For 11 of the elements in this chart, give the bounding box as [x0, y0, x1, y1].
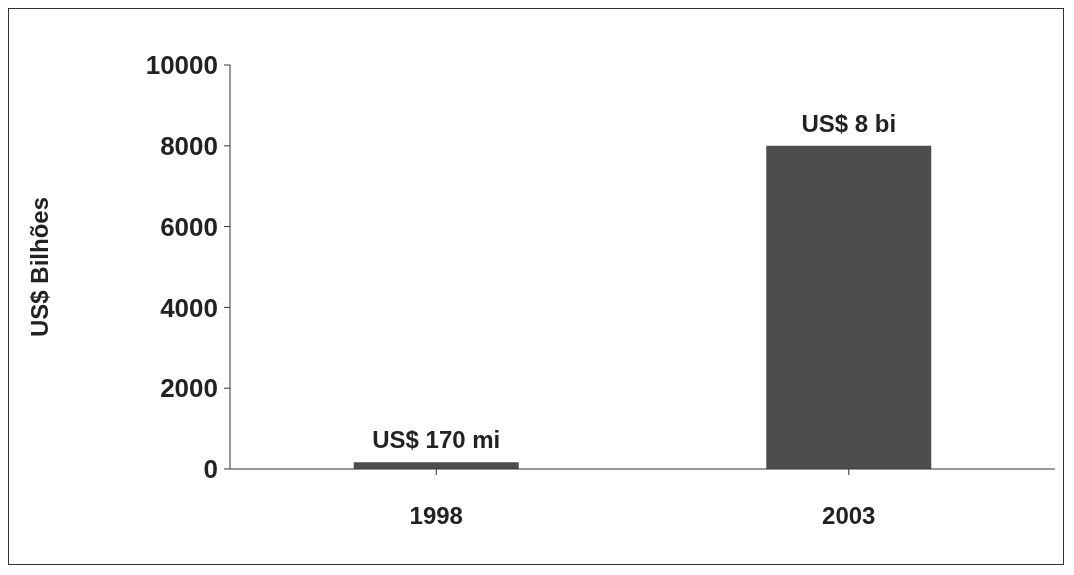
y-tick-label: 4000: [160, 292, 218, 323]
x-tick-label: 1998: [409, 502, 463, 530]
y-tick-label: 6000: [160, 211, 218, 242]
y-tick-label: 10000: [145, 50, 218, 81]
data-label: US$ 8 bi: [801, 109, 897, 137]
y-tick-label: 8000: [160, 131, 218, 162]
y-tick-label: 0: [203, 454, 218, 485]
x-tick-label: 2003: [822, 502, 876, 530]
y-tick-label: 2000: [160, 373, 218, 404]
data-label: US$ 170 mi: [372, 426, 501, 454]
y-axis-title: US$ Bilhões: [25, 196, 53, 338]
